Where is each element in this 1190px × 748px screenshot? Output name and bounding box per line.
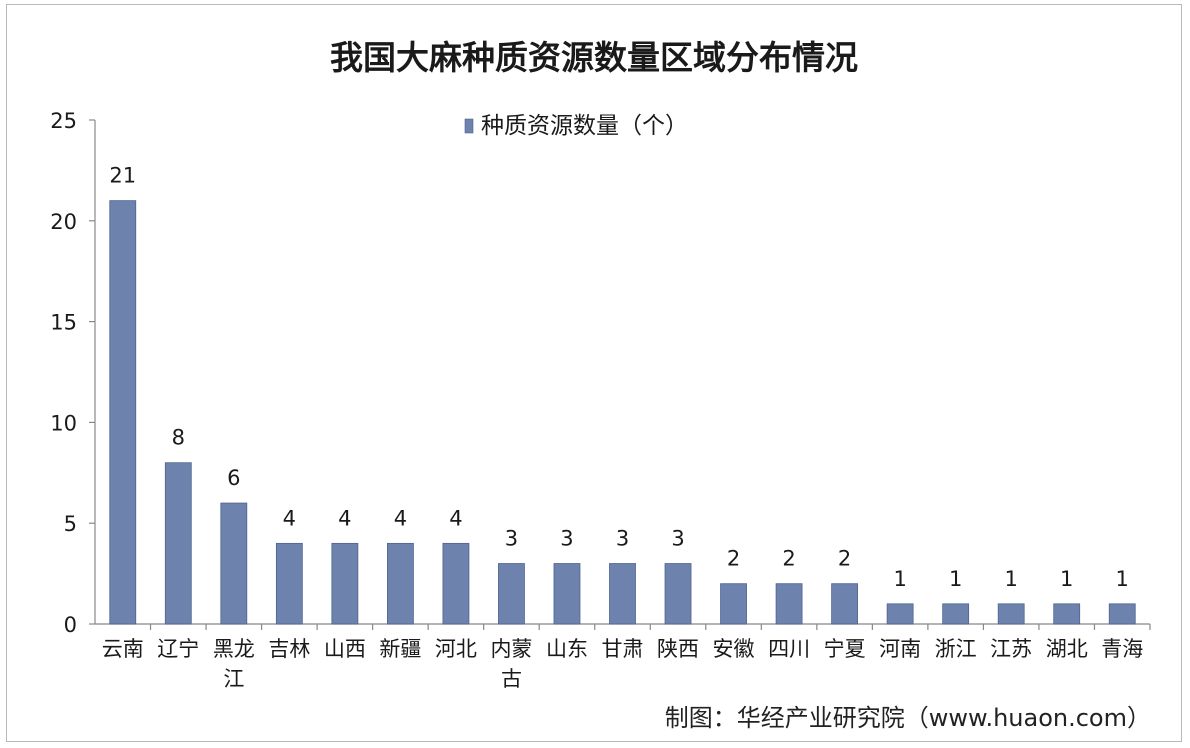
x-tick-label: 山东	[546, 637, 588, 661]
data-label: 3	[560, 527, 573, 551]
bar	[220, 502, 248, 625]
bar	[553, 563, 581, 625]
data-label: 3	[671, 527, 684, 551]
x-tick-label: 辽宁	[157, 637, 199, 661]
bar	[942, 603, 970, 625]
data-label: 2	[727, 547, 740, 571]
y-tick-label: 0	[64, 613, 77, 637]
bar	[386, 542, 414, 625]
bar	[886, 603, 914, 625]
bar	[775, 583, 803, 625]
x-tick-label: 江苏	[990, 637, 1032, 661]
y-tick-label: 20	[50, 210, 77, 234]
data-label: 1	[893, 567, 906, 591]
x-tick-label: 黑龙江	[213, 637, 255, 691]
bar	[109, 200, 137, 625]
data-label: 4	[283, 506, 296, 530]
legend-swatch	[464, 118, 474, 134]
bar	[664, 563, 692, 625]
chart-frame: 我国大麻种质资源数量区域分布情况 0 5 10 15 20 25 21 云南 8 辽宁 6 黑龙江 4 吉…	[6, 4, 1182, 742]
x-tick-label: 吉林	[268, 637, 310, 661]
bar	[498, 563, 525, 625]
bar-chart: 051015202521云南8辽宁6黑龙江4吉林4山西4新疆4河北3内蒙古3山东…	[50, 109, 1151, 691]
data-label: 4	[394, 506, 407, 530]
chart-title: 我国大麻种质资源数量区域分布情况	[330, 38, 858, 77]
data-label: 3	[505, 527, 518, 551]
x-tick-label: 青海	[1101, 637, 1143, 661]
data-label: 6	[227, 466, 240, 490]
data-label: 2	[782, 547, 795, 571]
x-tick-label: 湖北	[1046, 637, 1088, 661]
x-tick-label: 宁夏	[824, 637, 866, 661]
data-label: 3	[616, 527, 629, 551]
source-note: 制图：华经产业研究院（www.huaon.com）	[664, 704, 1151, 732]
x-tick-label: 安徽	[713, 637, 755, 661]
data-label: 1	[1060, 567, 1073, 591]
data-label: 4	[449, 506, 462, 530]
data-label: 8	[172, 426, 185, 450]
bar	[720, 583, 747, 625]
x-tick-label: 新疆	[379, 637, 421, 661]
bar	[1108, 603, 1136, 625]
data-label: 1	[1004, 567, 1017, 591]
x-tick-label: 四川	[768, 637, 810, 661]
y-tick-label: 25	[50, 109, 77, 133]
bar	[1053, 603, 1081, 625]
legend-label: 种质资源数量（个）	[481, 113, 688, 139]
x-tick-label: 河北	[435, 637, 477, 661]
bar	[831, 583, 859, 625]
bar	[442, 542, 470, 625]
data-label: 1	[1116, 567, 1129, 591]
bar	[331, 542, 359, 625]
data-label: 21	[109, 164, 136, 188]
x-tick-label: 云南	[102, 637, 144, 661]
data-label: 2	[838, 547, 851, 571]
x-tick-label: 浙江	[935, 637, 977, 661]
y-tick-label: 5	[64, 512, 77, 536]
y-tick-label: 15	[50, 311, 77, 335]
x-tick-label: 甘肃	[602, 637, 644, 661]
data-label: 1	[949, 567, 962, 591]
x-tick-label: 内蒙古	[490, 637, 532, 691]
x-tick-label: 河南	[879, 637, 921, 661]
bar	[997, 603, 1025, 625]
bar	[164, 462, 192, 625]
data-label: 4	[338, 506, 351, 530]
x-tick-label: 陕西	[657, 637, 699, 661]
y-tick-label: 10	[50, 411, 77, 435]
bar	[275, 542, 303, 625]
x-tick-label: 山西	[324, 637, 366, 661]
bar	[609, 563, 636, 625]
